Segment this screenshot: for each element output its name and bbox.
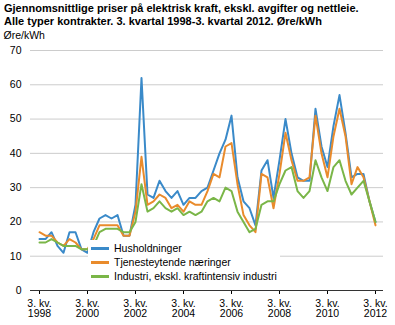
html-text:Industri, ekskl. kraftintensiv: Industri, ekskl. kraftintensiv industri [114, 270, 277, 282]
html-text:Alle typer kontrakter. 3. kvar: Alle typer kontrakter. 3. kvartal 1998-3… [4, 15, 322, 27]
svg-text:3. kv.2012: 3. kv.2012 [363, 297, 387, 320]
svg-text:3. kv.2002: 3. kv.2002 [123, 297, 147, 320]
svg-text:3. kv.2008: 3. kv.2008 [267, 297, 291, 320]
svg-text:3. kv.2006: 3. kv.2006 [219, 297, 243, 320]
svg-text:20: 20 [10, 215, 22, 227]
svg-text:70: 70 [10, 44, 22, 56]
svg-text:40: 40 [10, 147, 22, 159]
svg-text:60: 60 [10, 78, 22, 90]
html-text:Gjennomsnittlige priser på ele: Gjennomsnittlige priser på elektrisk kra… [4, 2, 359, 14]
svg-text:50: 50 [10, 112, 22, 124]
svg-text:10: 10 [10, 250, 22, 262]
svg-text:0: 0 [16, 284, 22, 296]
svg-text:30: 30 [10, 181, 22, 193]
svg-text:Øre/kWh: Øre/kWh [4, 29, 46, 41]
svg-text:3. kv.2000: 3. kv.2000 [75, 297, 99, 320]
html-text:Tjenesteytende næringer: Tjenesteytende næringer [114, 256, 231, 268]
svg-text:3. kv.2010: 3. kv.2010 [315, 297, 339, 320]
svg-text:3. kv.1998: 3. kv.1998 [27, 297, 51, 320]
html-text:Husholdninger: Husholdninger [114, 242, 182, 254]
svg-text:3. kv.2004: 3. kv.2004 [171, 297, 195, 320]
